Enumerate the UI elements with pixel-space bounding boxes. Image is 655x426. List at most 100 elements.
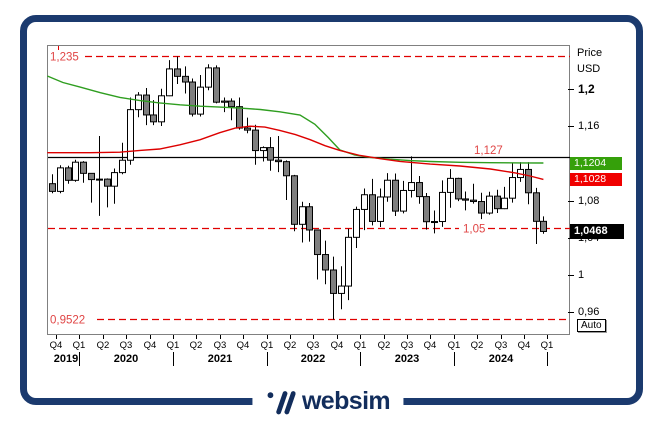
websim-logo-icon (267, 390, 295, 414)
year-label: 2023 (394, 353, 420, 365)
price-tick-label: 0,96 (578, 306, 600, 319)
quarter-tick-label: Q2 (470, 340, 484, 351)
quarter-tick-mark (126, 335, 127, 339)
quarter-tick-mark (220, 335, 221, 339)
candle-body (540, 220, 547, 232)
candle-body (377, 196, 384, 222)
quarter-tick-mark (150, 335, 151, 339)
candle-body (306, 206, 313, 231)
candle-body (345, 236, 352, 287)
candle-body (338, 285, 345, 294)
ma-red-value-badge: 1,1028 (570, 173, 622, 186)
candle-body (408, 182, 415, 191)
quarter-tick-mark (243, 335, 244, 339)
candle-body (228, 100, 235, 108)
candle-body (330, 269, 337, 294)
price-tick-mark (568, 201, 574, 202)
candle-body (135, 94, 142, 111)
candle-body (462, 198, 469, 201)
quarter-tick-mark (477, 335, 478, 339)
candle-body (447, 177, 454, 193)
year-separator (173, 352, 174, 366)
candle-body (533, 192, 540, 222)
candle-body (416, 182, 423, 198)
quarter-tick-label: Q3 (494, 340, 508, 351)
candle-body (166, 68, 173, 97)
quarter-tick-label: Q4 (143, 340, 157, 351)
quarter-tick-mark (501, 335, 502, 339)
quarter-tick-mark (454, 335, 455, 339)
candle-body (439, 191, 446, 223)
candle-body (400, 189, 407, 212)
candle-body (369, 194, 376, 222)
candle-body (423, 196, 430, 223)
quarter-tick-mark (290, 335, 291, 339)
candle-body (72, 161, 79, 181)
quarter-tick-label: Q2 (377, 340, 391, 351)
price-tick-mark (568, 312, 574, 313)
websim-logo: websim (251, 385, 404, 418)
quarter-tick-label: Q1 (540, 340, 554, 351)
quarter-tick-mark (337, 335, 338, 339)
level-label-0.9522: 0,9522 (50, 314, 85, 326)
candle-body (478, 201, 485, 214)
quarter-tick-label: Q4 (49, 340, 63, 351)
candle-body (322, 254, 329, 271)
candle-body (361, 194, 368, 210)
price-tick-label: 1 (578, 269, 585, 281)
quarter-tick-mark (384, 335, 385, 339)
candle-body (314, 229, 321, 256)
candle-body (244, 127, 251, 131)
quarter-tick-label: Q1 (260, 340, 274, 351)
candle-body (143, 94, 150, 116)
quarter-tick-label: Q4 (236, 340, 250, 351)
year-label: 2019 (53, 353, 79, 365)
quarter-tick-label: Q3 (306, 340, 320, 351)
candle-body (221, 100, 228, 103)
year-label: 2022 (300, 353, 326, 365)
candle-body (486, 195, 493, 214)
quarter-tick-label: Q4 (517, 340, 531, 351)
candle-body (80, 161, 87, 174)
candle-body (525, 168, 532, 194)
last-price-badge: 1,0468 (570, 224, 624, 239)
quarter-tick-mark (56, 335, 57, 339)
candle-body (119, 159, 126, 174)
quarter-tick-label: Q1 (166, 340, 180, 351)
candle-body (392, 179, 399, 212)
year-label: 2020 (113, 353, 139, 365)
candle-body (299, 206, 306, 225)
quarter-tick-mark (360, 335, 361, 339)
quarter-tick-mark (79, 335, 80, 339)
candle-body (104, 178, 111, 187)
candle-body (57, 167, 64, 192)
price-axis-unit: USD (577, 63, 601, 75)
quarter-tick-mark (524, 335, 525, 339)
candle-body (455, 177, 462, 200)
candle-body (283, 161, 290, 177)
auto-scale-button[interactable]: Auto (577, 319, 606, 332)
price-tick-mark (568, 89, 574, 90)
year-label: 2024 (488, 353, 514, 365)
candle-body (96, 178, 103, 181)
candle-body (252, 129, 259, 152)
year-separator (267, 352, 268, 366)
candle-body (189, 81, 196, 115)
price-axis-title: Price (577, 47, 603, 59)
quarter-tick-label: Q2 (189, 340, 203, 351)
quarter-tick-label: Q1 (447, 340, 461, 351)
price-tick-label: 1,16 (578, 120, 600, 133)
price-chart-canvas[interactable]: 1,235 1,127 1,05 0,9522 (47, 45, 570, 335)
quarter-tick-mark (547, 335, 548, 339)
quarter-tick-mark (267, 335, 268, 339)
price-tick-label: 1,08 (578, 194, 600, 207)
quarter-tick-label: Q3 (213, 340, 227, 351)
candle-body (275, 159, 282, 163)
quarter-tick-mark (173, 335, 174, 339)
year-separator (360, 352, 361, 366)
candle-body (205, 67, 212, 88)
level-label-1.05: 1,05 (463, 224, 485, 236)
quarter-tick-label: Q1 (72, 340, 86, 351)
candle-body (49, 183, 56, 192)
quarter-tick-mark (196, 335, 197, 339)
